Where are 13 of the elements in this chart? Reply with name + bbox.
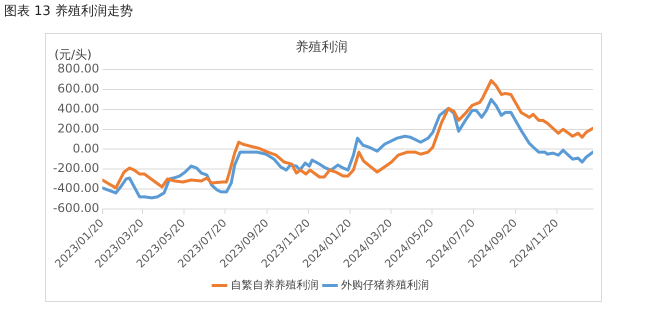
chart-subtitle: 养殖利润: [296, 39, 348, 56]
y-tick-label: 400.00: [57, 102, 100, 116]
y-tick-label: 0.00: [72, 141, 100, 156]
legend-label: 自繁自养养殖利润: [230, 278, 318, 292]
legend-label: 外购仔猪养殖利润: [341, 278, 429, 292]
y-tick-label: 800.00: [57, 62, 100, 76]
y-tick-label: 600.00: [57, 82, 100, 96]
y-tick-label: -600.00: [52, 200, 100, 215]
y-tick-label: -400.00: [52, 181, 100, 196]
y-tick-label: 200.00: [57, 121, 100, 136]
chart-title: 图表 13 养殖利润走势: [4, 3, 133, 20]
y-tick-label: -200.00: [52, 161, 100, 176]
y-axis-title: (元/头): [54, 48, 92, 62]
